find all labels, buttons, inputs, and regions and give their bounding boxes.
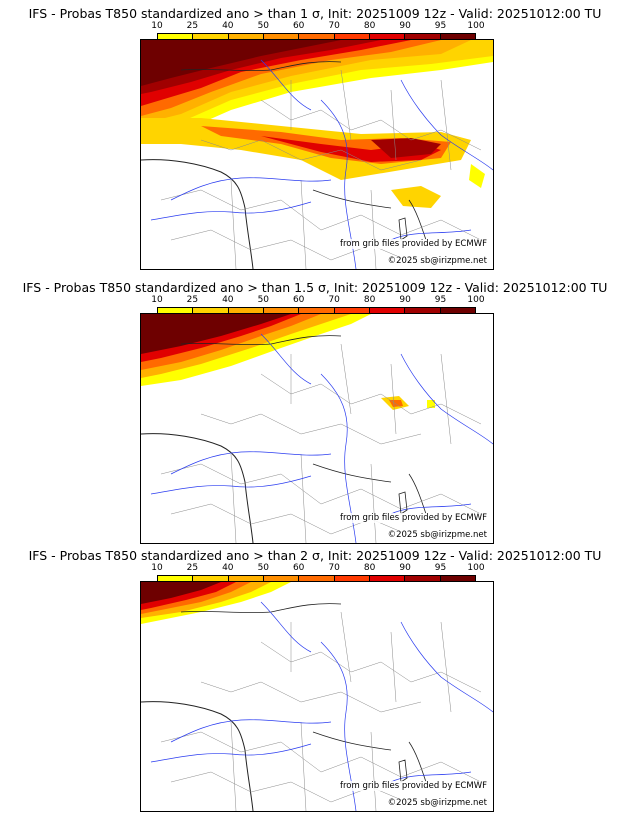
colorbar-swatch	[369, 308, 406, 316]
colorbar-swatch	[263, 576, 300, 584]
colorbar-tick: 50	[257, 563, 270, 573]
colorbar-tick: 80	[363, 21, 376, 31]
colorbar-tick: 100	[467, 21, 485, 31]
colorbar-swatch	[299, 576, 335, 584]
colorbar-tick: 25	[186, 563, 199, 573]
colorbar-swatch	[334, 576, 370, 584]
colorbar-swatch	[299, 308, 335, 316]
map-panel-1-5sigma: IFS - Probas T850 standardized ano > tha…	[0, 280, 630, 548]
colorbar-swatch	[158, 308, 194, 316]
colorbar-swatch	[440, 576, 475, 584]
map-panel-1sigma: IFS - Probas T850 standardized ano > tha…	[0, 6, 630, 274]
colorbar-tick: 100	[467, 295, 485, 305]
rivers	[150, 59, 493, 269]
data-source-credit: from grib files provided by ECMWF	[338, 513, 489, 523]
colorbar-tick: 25	[186, 295, 199, 305]
colorbar-tick: 25	[186, 21, 199, 31]
copyright-notice: ©2025 sb@irizpme.net	[385, 798, 489, 808]
admin-borders	[160, 611, 482, 811]
colorbar-tick: 90	[399, 563, 411, 573]
colorbar-swatch	[228, 576, 264, 584]
colorbar-tick: 50	[257, 21, 270, 31]
colorbar-swatch	[334, 34, 370, 42]
probability-shading	[141, 40, 493, 208]
colorbar-swatch	[369, 576, 406, 584]
data-source-credit: from grib files provided by ECMWF	[338, 239, 489, 249]
map-panel-2sigma: IFS - Probas T850 standardized ano > tha…	[0, 548, 630, 816]
panel-title: IFS - Probas T850 standardized ano > tha…	[28, 6, 602, 21]
colorbar-tick: 70	[328, 563, 340, 573]
colorbar-tick: 70	[328, 295, 340, 305]
colorbar-tick: 10	[151, 563, 163, 573]
colorbar-swatch	[440, 34, 475, 42]
colorbar-swatch	[193, 576, 229, 584]
colorbar-tick: 95	[434, 563, 447, 573]
copyright-notice: ©2025 sb@irizpme.net	[385, 530, 489, 540]
colorbar-labels: 10 25 40 50 60 70 80 90 95 100	[151, 563, 484, 575]
colorbar-swatch	[228, 34, 264, 42]
colorbar-labels: 10 25 40 50 60 70 80 90 95 100	[151, 295, 484, 307]
copyright-notice: ©2025 sb@irizpme.net	[385, 256, 489, 266]
coastlines	[141, 603, 427, 811]
colorbar-tick: 40	[222, 563, 234, 573]
probability-shading	[141, 314, 435, 410]
colorbar-tick: 40	[222, 295, 234, 305]
colorbar-tick: 100	[467, 563, 485, 573]
colorbar-swatch	[263, 34, 300, 42]
colorbar-swatch	[334, 308, 370, 316]
colorbar-tick: 60	[292, 563, 305, 573]
island-outline	[398, 217, 408, 241]
colorbar-tick: 10	[151, 295, 163, 305]
colorbar-tick: 95	[434, 295, 447, 305]
colorbar-tick: 10	[151, 21, 163, 31]
rivers	[150, 601, 493, 811]
panel-title: IFS - Probas T850 standardized ano > tha…	[28, 548, 602, 563]
colorbar-tick: 80	[363, 295, 376, 305]
colorbar-tick: 95	[434, 21, 447, 31]
colorbar-swatch	[405, 34, 441, 42]
colorbar-swatch	[263, 308, 300, 316]
colorbar-swatch	[158, 576, 194, 584]
probability-map: from grib files provided by ECMWF ©2025 …	[140, 581, 494, 812]
colorbar-swatch	[369, 34, 406, 42]
island-outline	[398, 491, 408, 515]
map-graphic	[141, 582, 493, 811]
colorbar-swatch	[405, 308, 441, 316]
panel-title: IFS - Probas T850 standardized ano > tha…	[22, 280, 608, 295]
map-graphic	[141, 314, 493, 543]
colorbar-tick: 50	[257, 295, 270, 305]
probability-shading	[141, 582, 291, 624]
map-graphic	[141, 40, 493, 269]
colorbar-tick: 70	[328, 21, 340, 31]
colorbar-tick: 90	[399, 295, 411, 305]
probability-map: from grib files provided by ECMWF ©2025 …	[140, 39, 494, 270]
colorbar-swatch	[158, 34, 194, 42]
colorbar-swatch	[440, 308, 475, 316]
colorbar-swatch	[193, 308, 229, 316]
colorbar-tick: 60	[292, 295, 305, 305]
colorbar-labels: 10 25 40 50 60 70 80 90 95 100	[151, 21, 484, 33]
colorbar-tick: 40	[222, 21, 234, 31]
probability-colorbar: 10 25 40 50 60 70 80 90 95 100	[151, 295, 485, 325]
colorbar-swatch	[228, 308, 264, 316]
colorbar-swatch	[299, 34, 335, 42]
coastlines	[141, 61, 427, 269]
colorbar-tick: 90	[399, 21, 411, 31]
colorbar-tick: 60	[292, 21, 305, 31]
data-source-credit: from grib files provided by ECMWF	[338, 781, 489, 791]
colorbar-swatch	[405, 576, 441, 584]
coastlines	[141, 335, 427, 543]
island-outline	[398, 759, 408, 783]
rivers	[150, 333, 493, 543]
probability-map: from grib files provided by ECMWF ©2025 …	[140, 313, 494, 544]
probability-colorbar: 10 25 40 50 60 70 80 90 95 100	[151, 563, 485, 593]
colorbar-swatch	[193, 34, 229, 42]
colorbar-tick: 80	[363, 563, 376, 573]
